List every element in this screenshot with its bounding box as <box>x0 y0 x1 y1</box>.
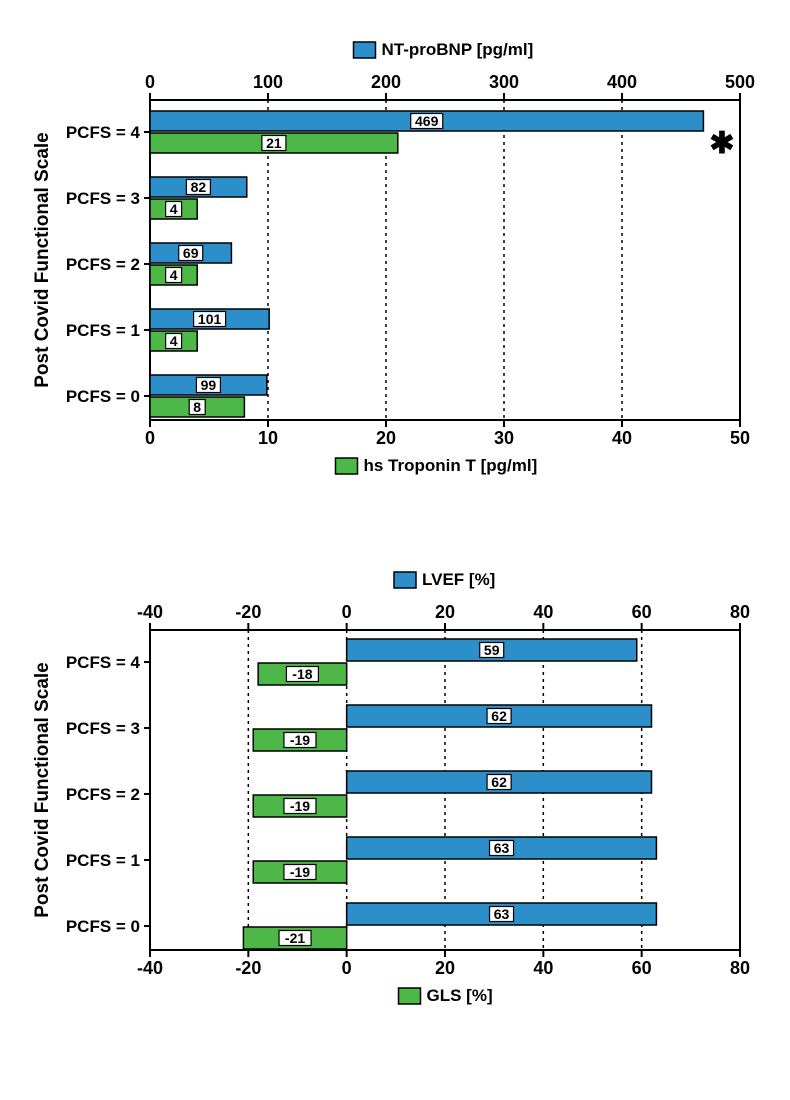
bottom-axis-tick: -40 <box>137 958 163 978</box>
category-label: PCFS = 3 <box>66 189 140 208</box>
category-label: PCFS = 0 <box>66 387 140 406</box>
value-label: -19 <box>290 864 310 880</box>
value-label: 63 <box>494 840 510 856</box>
value-label: 63 <box>494 906 510 922</box>
value-label: 99 <box>201 377 217 393</box>
value-label: 4 <box>170 267 178 283</box>
bottom-axis-tick: 10 <box>258 428 278 448</box>
category-label: PCFS = 1 <box>66 851 140 870</box>
bottom-axis-tick: 20 <box>376 428 396 448</box>
legend-swatch-blue <box>394 572 416 588</box>
value-label: 4 <box>170 201 178 217</box>
value-label: 59 <box>484 642 500 658</box>
top-axis-tick: 80 <box>730 602 750 622</box>
y-axis-title: Post Covid Functional Scale <box>32 662 53 918</box>
category-label: PCFS = 2 <box>66 785 140 804</box>
bottom-axis-label: hs Troponin T [pg/ml] <box>364 456 538 475</box>
bottom-axis-tick: 0 <box>342 958 352 978</box>
bottom-axis-tick: 0 <box>145 428 155 448</box>
top-axis-tick: 40 <box>533 602 553 622</box>
bottom-axis-label: GLS [%] <box>427 986 493 1005</box>
value-label: -18 <box>292 666 312 682</box>
significance-star: ✱ <box>709 127 734 160</box>
top-axis-tick: 0 <box>342 602 352 622</box>
legend-swatch-green <box>336 458 358 474</box>
chart-echo: 59 -18 PCFS = 4 62 -19 PCFS = 3 62 -19 PCFS = 2 6… <box>20 550 770 1020</box>
bottom-axis-tick: 60 <box>632 958 652 978</box>
top-axis-tick: 400 <box>607 72 637 92</box>
category-label: PCFS = 4 <box>66 123 141 142</box>
bottom-axis-tick: 20 <box>435 958 455 978</box>
top-axis-tick: -20 <box>235 602 261 622</box>
value-label: 62 <box>491 774 507 790</box>
top-axis-tick: 300 <box>489 72 519 92</box>
value-label: 62 <box>491 708 507 724</box>
legend-swatch-green <box>399 988 421 1004</box>
top-axis-tick: -40 <box>137 602 163 622</box>
top-axis-tick: 20 <box>435 602 455 622</box>
value-label: 69 <box>183 245 199 261</box>
top-axis-tick: 100 <box>253 72 283 92</box>
value-label: -19 <box>290 798 310 814</box>
top-axis-label: LVEF [%] <box>422 570 495 589</box>
legend-swatch-blue <box>354 42 376 58</box>
category-label: PCFS = 1 <box>66 321 140 340</box>
value-label: 82 <box>191 179 207 195</box>
value-label: 8 <box>193 399 201 415</box>
category-label: PCFS = 2 <box>66 255 140 274</box>
bottom-axis-tick: 30 <box>494 428 514 448</box>
top-axis-tick: 500 <box>725 72 755 92</box>
top-axis-label: NT-proBNP [pg/ml] <box>382 40 534 59</box>
chart-biomarkers: 469 21 PCFS = 4 ✱ 82 4 PCFS = 3 69 4 PCFS = 2 101 4… <box>20 20 770 490</box>
value-label: -21 <box>285 930 305 946</box>
bottom-axis-tick: 40 <box>533 958 553 978</box>
category-label: PCFS = 0 <box>66 917 140 936</box>
value-label: 4 <box>170 333 178 349</box>
bottom-axis-tick: 40 <box>612 428 632 448</box>
y-axis-title: Post Covid Functional Scale <box>32 132 53 388</box>
top-axis-tick: 200 <box>371 72 401 92</box>
value-label: -19 <box>290 732 310 748</box>
value-label: 101 <box>198 311 222 327</box>
category-label: PCFS = 4 <box>66 653 141 672</box>
bottom-axis-tick: -20 <box>235 958 261 978</box>
top-axis-tick: 60 <box>632 602 652 622</box>
top-axis-tick: 0 <box>145 72 155 92</box>
category-label: PCFS = 3 <box>66 719 140 738</box>
value-label: 21 <box>266 135 282 151</box>
bottom-axis-tick: 50 <box>730 428 750 448</box>
value-label: 469 <box>415 113 439 129</box>
bottom-axis-tick: 80 <box>730 958 750 978</box>
